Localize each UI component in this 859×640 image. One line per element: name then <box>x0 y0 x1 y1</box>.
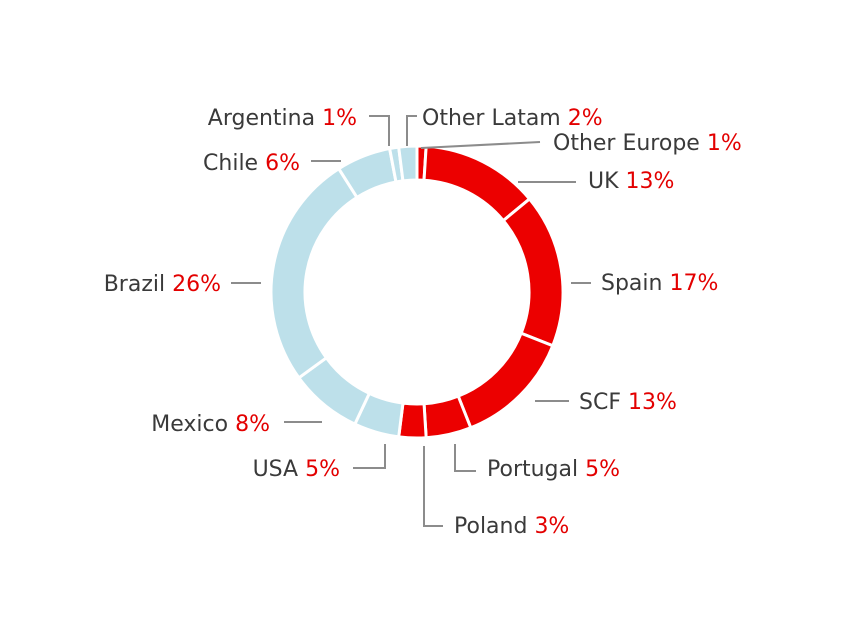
slice-label-spain: Spain 17% <box>601 271 718 296</box>
data-label: 13% <box>628 390 677 415</box>
leader-line-portugal <box>454 444 476 472</box>
data-label: 1% <box>707 131 742 156</box>
category-name: Portugal <box>487 457 585 482</box>
slice-label-scf: SCF 13% <box>579 390 677 415</box>
slice-scf <box>456 331 555 430</box>
data-label: 2% <box>568 106 603 131</box>
data-label: 26% <box>172 272 221 297</box>
slice-label-other-latam: Other Latam 2% <box>422 106 603 131</box>
data-label: 17% <box>669 271 718 296</box>
slice-uk <box>422 144 532 223</box>
slice-labels: Other Europe 1% UK 13% Spain 17% SCF 13% Por… <box>104 106 742 539</box>
data-label: 5% <box>585 457 620 482</box>
slice-other-latam <box>397 144 419 183</box>
category-name: Mexico <box>151 412 235 437</box>
slice-label-poland: Poland 3% <box>454 514 569 539</box>
category-name: Other Europe <box>553 131 707 156</box>
leader-line-other-europe <box>420 141 541 149</box>
data-label: 6% <box>265 151 300 176</box>
category-name: Argentina <box>208 106 322 131</box>
leader-line-usa <box>353 444 386 469</box>
slice-label-usa: USA 5% <box>253 457 340 482</box>
slice-label-brazil: Brazil 26% <box>104 272 221 297</box>
category-name: Other Latam <box>422 106 568 131</box>
slice-label-chile: Chile 6% <box>203 151 300 176</box>
slice-label-argentina: Argentina 1% <box>208 106 357 131</box>
data-label: 8% <box>235 412 270 437</box>
leader-line-poland <box>423 446 443 527</box>
data-label: 3% <box>534 514 569 539</box>
leader-line-other-latam <box>406 115 417 146</box>
category-name: Poland <box>454 514 534 539</box>
leader-line-argentina <box>369 115 390 146</box>
category-name: USA <box>253 457 306 482</box>
slice-brazil <box>269 166 360 380</box>
data-label: 13% <box>626 169 675 194</box>
category-name: UK <box>588 169 626 194</box>
donut-slices <box>269 144 565 440</box>
leader-lines <box>231 115 591 527</box>
category-name: Chile <box>203 151 265 176</box>
category-name: Spain <box>601 271 669 296</box>
slice-label-other-europe: Other Europe 1% <box>553 131 742 156</box>
slice-label-uk: UK 13% <box>588 169 674 194</box>
slice-spain <box>501 196 565 348</box>
data-label: 5% <box>305 457 340 482</box>
category-name: SCF <box>579 390 628 415</box>
slice-label-portugal: Portugal 5% <box>487 457 620 482</box>
category-name: Brazil <box>104 272 172 297</box>
data-label: 1% <box>322 106 357 131</box>
slice-label-mexico: Mexico 8% <box>151 412 270 437</box>
